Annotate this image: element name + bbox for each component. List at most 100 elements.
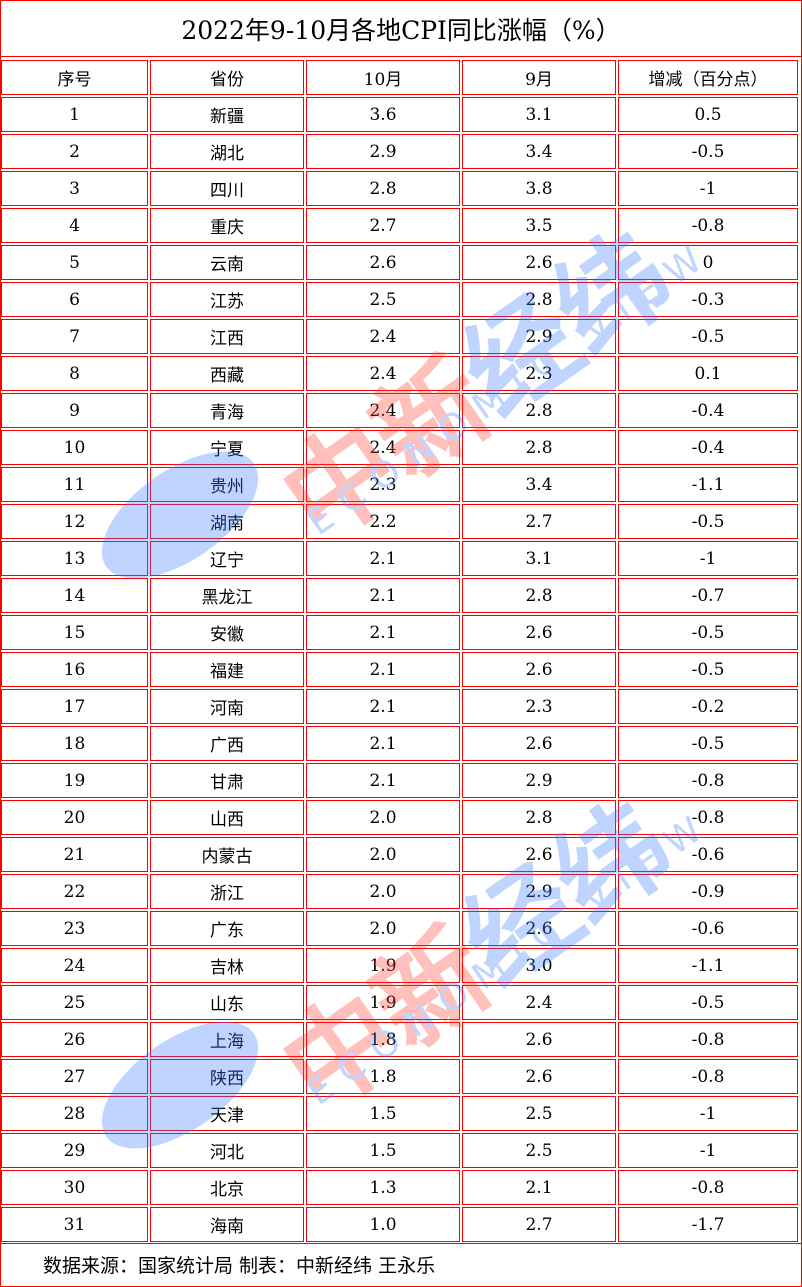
september-cell: 2.6 xyxy=(462,615,616,650)
september-cell: 2.1 xyxy=(462,1170,616,1205)
table-row: 16 福建 2.1 2.6 -0.5 xyxy=(1,652,798,687)
september-cell: 2.6 xyxy=(462,1059,616,1094)
change-cell: 0.5 xyxy=(618,97,798,132)
october-cell: 2.0 xyxy=(306,911,460,946)
september-cell: 2.5 xyxy=(462,1096,616,1131)
rank-cell: 8 xyxy=(1,356,148,391)
province-cell: 广东 xyxy=(150,911,304,946)
september-cell: 2.9 xyxy=(462,874,616,909)
october-cell: 1.0 xyxy=(306,1207,460,1242)
province-cell: 湖北 xyxy=(150,134,304,169)
rank-cell: 18 xyxy=(1,726,148,761)
september-cell: 2.6 xyxy=(462,911,616,946)
province-cell: 重庆 xyxy=(150,208,304,243)
table-row: 7 江西 2.4 2.9 -0.5 xyxy=(1,319,798,354)
september-cell: 2.7 xyxy=(462,504,616,539)
rank-cell: 13 xyxy=(1,541,148,576)
change-cell: -0.9 xyxy=(618,874,798,909)
province-cell: 安徽 xyxy=(150,615,304,650)
rank-cell: 11 xyxy=(1,467,148,502)
change-cell: -0.6 xyxy=(618,837,798,872)
rank-cell: 29 xyxy=(1,1133,148,1168)
table-title: 2022年9-10月各地CPI同比涨幅（%） xyxy=(1,1,801,57)
rank-cell: 7 xyxy=(1,319,148,354)
table-row: 22 浙江 2.0 2.9 -0.9 xyxy=(1,874,798,909)
table-row: 2 湖北 2.9 3.4 -0.5 xyxy=(1,134,798,169)
change-cell: -0.8 xyxy=(618,1022,798,1057)
september-cell: 2.9 xyxy=(462,319,616,354)
table-row: 30 北京 1.3 2.1 -0.8 xyxy=(1,1170,798,1205)
rank-cell: 30 xyxy=(1,1170,148,1205)
table-row: 12 湖南 2.2 2.7 -0.5 xyxy=(1,504,798,539)
change-cell: -0.5 xyxy=(618,319,798,354)
table-row: 15 安徽 2.1 2.6 -0.5 xyxy=(1,615,798,650)
table-row: 28 天津 1.5 2.5 -1 xyxy=(1,1096,798,1131)
october-cell: 2.1 xyxy=(306,652,460,687)
province-cell: 四川 xyxy=(150,171,304,206)
october-cell: 2.1 xyxy=(306,578,460,613)
change-cell: -1 xyxy=(618,171,798,206)
october-cell: 2.0 xyxy=(306,874,460,909)
change-cell: -0.5 xyxy=(618,726,798,761)
rank-cell: 5 xyxy=(1,245,148,280)
rank-cell: 14 xyxy=(1,578,148,613)
table-row: 5 云南 2.6 2.6 0 xyxy=(1,245,798,280)
province-cell: 西藏 xyxy=(150,356,304,391)
rank-cell: 26 xyxy=(1,1022,148,1057)
september-cell: 2.3 xyxy=(462,689,616,724)
table-row: 23 广东 2.0 2.6 -0.6 xyxy=(1,911,798,946)
change-cell: -0.5 xyxy=(618,652,798,687)
table-row: 31 海南 1.0 2.7 -1.7 xyxy=(1,1207,798,1242)
province-cell: 辽宁 xyxy=(150,541,304,576)
rank-cell: 12 xyxy=(1,504,148,539)
province-cell: 贵州 xyxy=(150,467,304,502)
september-cell: 2.7 xyxy=(462,1207,616,1242)
change-cell: -1 xyxy=(618,1133,798,1168)
change-cell: -0.8 xyxy=(618,208,798,243)
table-row: 25 山东 1.9 2.4 -0.5 xyxy=(1,985,798,1020)
october-cell: 2.9 xyxy=(306,134,460,169)
province-cell: 云南 xyxy=(150,245,304,280)
september-cell: 3.5 xyxy=(462,208,616,243)
column-header: 序号 xyxy=(1,60,148,95)
rank-cell: 1 xyxy=(1,97,148,132)
october-cell: 2.7 xyxy=(306,208,460,243)
september-cell: 2.6 xyxy=(462,726,616,761)
province-cell: 福建 xyxy=(150,652,304,687)
rank-cell: 2 xyxy=(1,134,148,169)
october-cell: 1.8 xyxy=(306,1022,460,1057)
october-cell: 2.1 xyxy=(306,689,460,724)
change-cell: -0.2 xyxy=(618,689,798,724)
october-cell: 2.4 xyxy=(306,319,460,354)
change-cell: -0.6 xyxy=(618,911,798,946)
rank-cell: 6 xyxy=(1,282,148,317)
rank-cell: 27 xyxy=(1,1059,148,1094)
september-cell: 2.9 xyxy=(462,763,616,798)
table-row: 21 内蒙古 2.0 2.6 -0.6 xyxy=(1,837,798,872)
change-cell: -1.1 xyxy=(618,467,798,502)
table-row: 17 河南 2.1 2.3 -0.2 xyxy=(1,689,798,724)
column-header: 9月 xyxy=(462,60,616,95)
table-row: 20 山西 2.0 2.8 -0.8 xyxy=(1,800,798,835)
table-row: 29 河北 1.5 2.5 -1 xyxy=(1,1133,798,1168)
column-header: 10月 xyxy=(306,60,460,95)
october-cell: 2.1 xyxy=(306,615,460,650)
province-cell: 甘肃 xyxy=(150,763,304,798)
province-cell: 内蒙古 xyxy=(150,837,304,872)
table-row: 10 宁夏 2.4 2.8 -0.4 xyxy=(1,430,798,465)
october-cell: 2.4 xyxy=(306,430,460,465)
september-cell: 2.6 xyxy=(462,245,616,280)
change-cell: -0.7 xyxy=(618,578,798,613)
change-cell: -1 xyxy=(618,541,798,576)
rank-cell: 15 xyxy=(1,615,148,650)
province-cell: 黑龙江 xyxy=(150,578,304,613)
rank-cell: 31 xyxy=(1,1207,148,1242)
september-cell: 3.8 xyxy=(462,171,616,206)
province-cell: 青海 xyxy=(150,393,304,428)
change-cell: -0.4 xyxy=(618,430,798,465)
header-row: 序号 省份 10月 9月 增减（百分点） xyxy=(1,60,798,95)
october-cell: 2.4 xyxy=(306,356,460,391)
october-cell: 2.1 xyxy=(306,726,460,761)
table-row: 18 广西 2.1 2.6 -0.5 xyxy=(1,726,798,761)
province-cell: 吉林 xyxy=(150,948,304,983)
